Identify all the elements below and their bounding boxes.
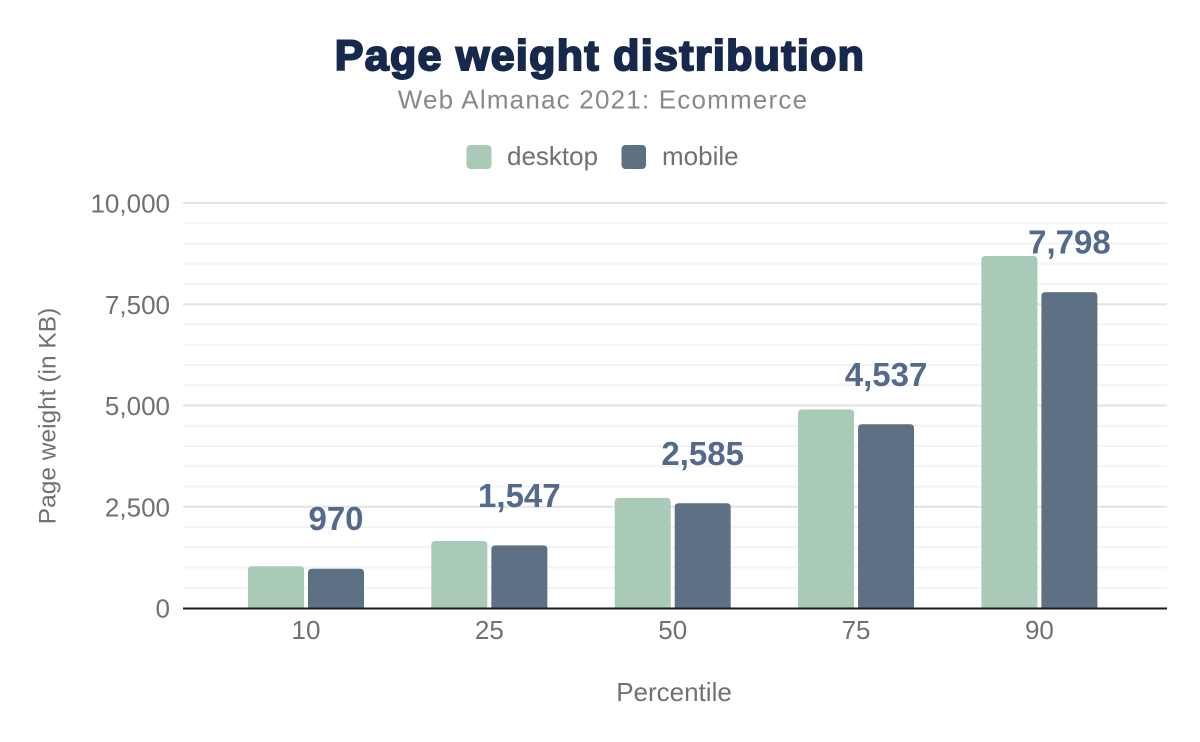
- svg-text:7,798: 7,798: [1028, 224, 1111, 261]
- svg-text:10,000: 10,000: [90, 189, 170, 219]
- svg-text:0: 0: [156, 594, 170, 624]
- svg-text:25: 25: [475, 615, 504, 645]
- svg-text:Percentile: Percentile: [616, 677, 732, 707]
- svg-text:7,500: 7,500: [105, 290, 170, 320]
- svg-text:2,585: 2,585: [661, 435, 744, 472]
- svg-text:desktop: desktop: [507, 141, 598, 171]
- svg-text:Page weight (in KB): Page weight (in KB): [35, 308, 62, 525]
- svg-text:mobile: mobile: [662, 141, 739, 171]
- svg-text:50: 50: [658, 615, 687, 645]
- svg-text:5,000: 5,000: [105, 391, 170, 421]
- svg-text:2,500: 2,500: [105, 492, 170, 522]
- svg-text:90: 90: [1025, 615, 1054, 645]
- svg-text:1,547: 1,547: [478, 477, 561, 514]
- svg-text:10: 10: [292, 615, 321, 645]
- svg-text:970: 970: [308, 500, 363, 537]
- svg-text:Page weight distribution: Page weight distribution: [335, 32, 866, 80]
- svg-text:75: 75: [842, 615, 871, 645]
- svg-text:Web Almanac 2021: Ecommerce: Web Almanac 2021: Ecommerce: [398, 85, 809, 115]
- svg-text:4,537: 4,537: [845, 356, 928, 393]
